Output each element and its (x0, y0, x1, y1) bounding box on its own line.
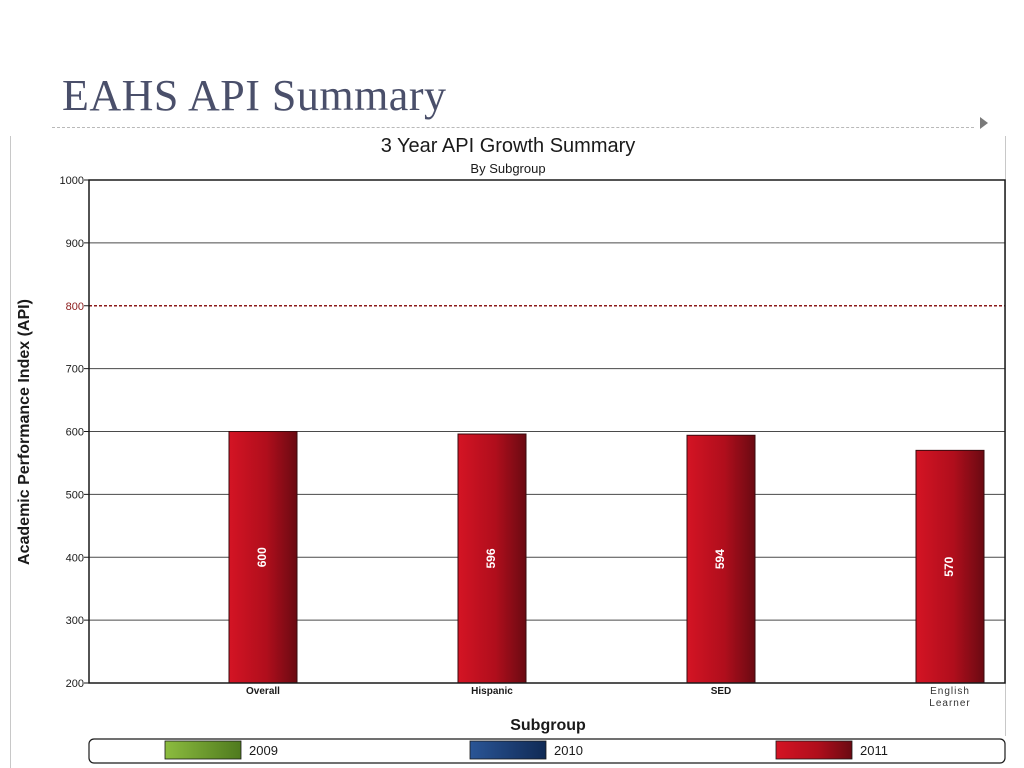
y-tick-label-900: 900 (66, 238, 84, 250)
legend-label-2009: 2009 (249, 743, 278, 758)
title-divider (52, 127, 974, 128)
bar-2011-1 (457, 433, 527, 684)
y-tick-label-400: 400 (66, 552, 84, 564)
chart-legend: 2009 2010 2011 (88, 738, 1006, 764)
bar-2011-0 (228, 431, 298, 684)
y-tick-label-200: 200 (66, 678, 84, 690)
y-tick-label-700: 700 (66, 364, 84, 376)
plot-area-frame (88, 179, 1006, 684)
bar-2011-3 (915, 449, 985, 684)
legend-swatch-2010 (469, 740, 547, 760)
chart-frame-left-border (10, 136, 11, 768)
legend-swatch-2009 (164, 740, 242, 760)
x-category-label-3: English Learner (929, 686, 970, 709)
data-label-0: 600 (255, 547, 269, 567)
y-tick-label-800: 800 (66, 301, 84, 313)
slide-title: EAHS API Summary (62, 71, 447, 120)
legend-label-2010: 2010 (554, 743, 583, 758)
x-category-label-2: SED (711, 686, 732, 697)
x-category-label-0: Overall (246, 686, 280, 697)
y-tick-label-300: 300 (66, 615, 84, 627)
data-label-3: 570 (942, 556, 956, 576)
chart-title: 3 Year API Growth Summary (381, 135, 636, 157)
x-axis-categories: Overall Hispanic SED English Learner (246, 686, 970, 709)
y-tick-label-600: 600 (66, 427, 84, 439)
chart-subtitle: By Subgroup (470, 161, 545, 176)
bar-2011-2 (686, 434, 756, 684)
y-tick-label-1000: 1000 (60, 175, 84, 187)
x-category-label-1: Hispanic (471, 686, 513, 697)
y-axis-title: Academic Performance Index (API) (16, 299, 33, 565)
legend-label-2011: 2011 (860, 743, 888, 758)
data-labels: 600 596 594 570 (255, 547, 956, 577)
y-axis-ticks: 200 300 400 500 600 700 800 900 1000 (60, 175, 89, 690)
x-axis-title: Subgroup (510, 717, 586, 734)
data-label-2: 594 (713, 549, 727, 569)
bars (228, 431, 985, 684)
y-tick-label-500: 500 (66, 489, 84, 501)
data-label-1: 596 (484, 548, 498, 568)
legend-swatch-2011 (775, 740, 853, 760)
gridlines (89, 242, 1005, 621)
title-marker-triangle (980, 117, 988, 129)
